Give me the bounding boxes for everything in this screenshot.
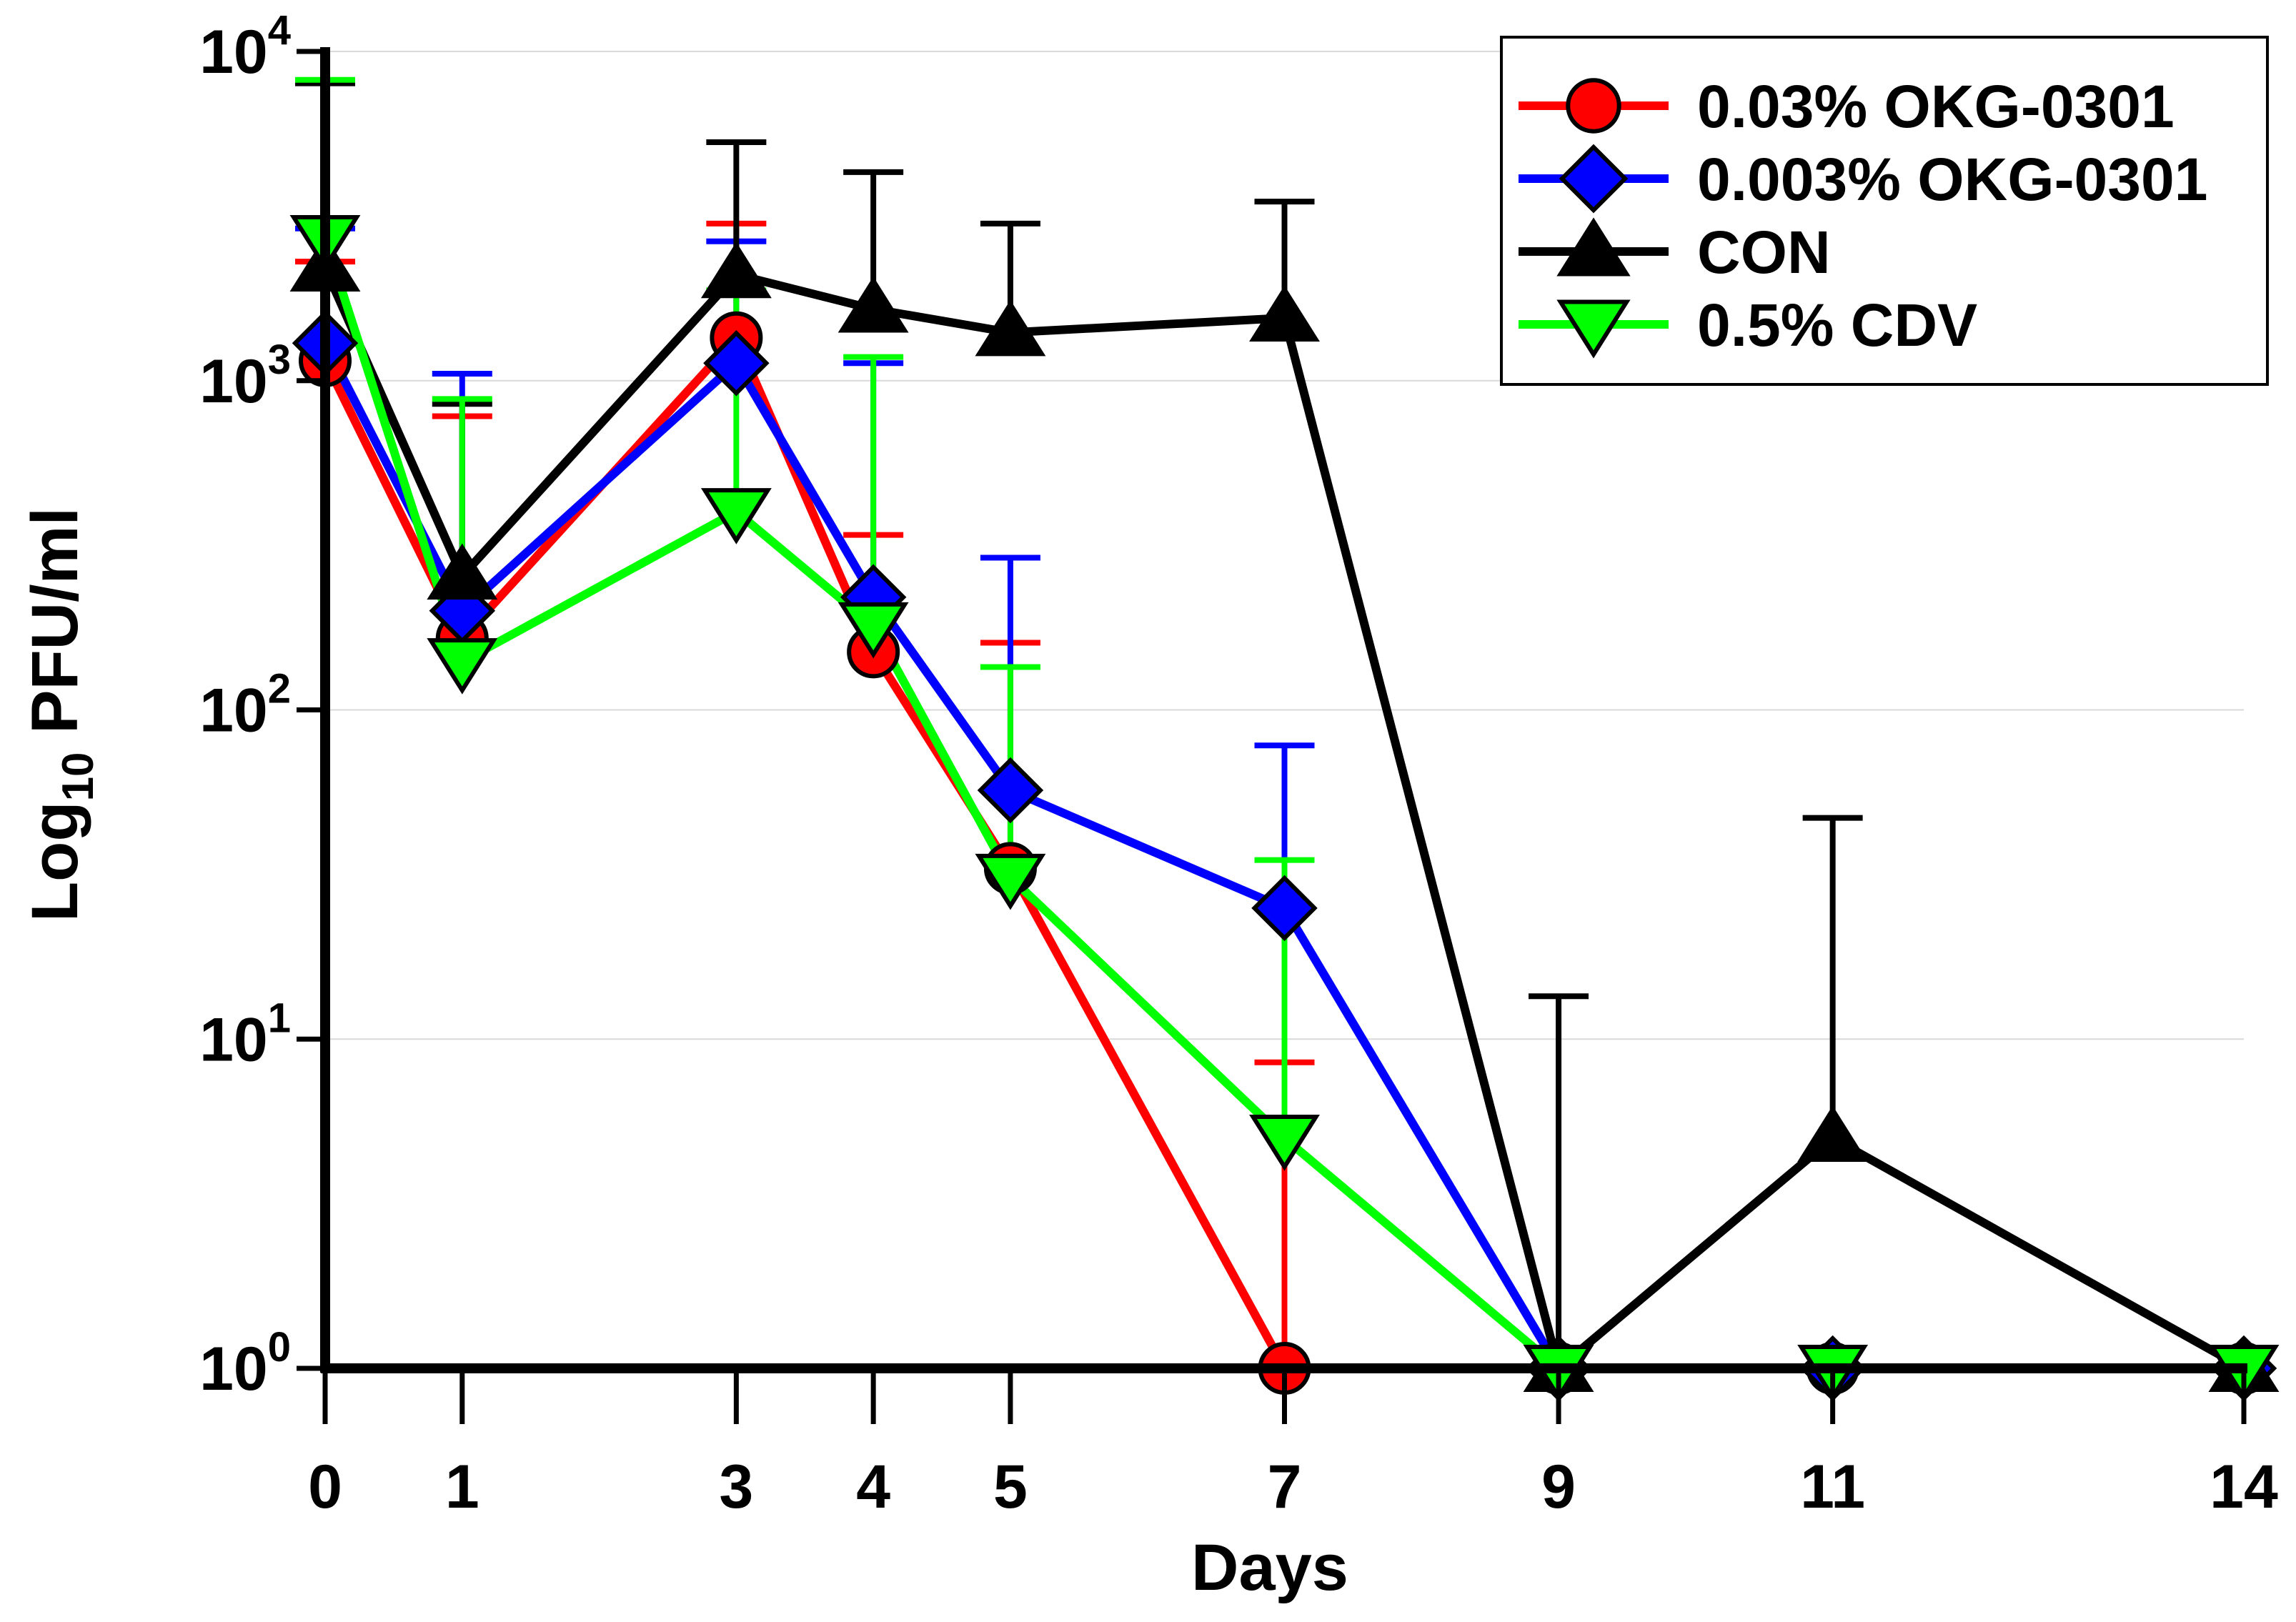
x-tick-label: 5	[993, 1453, 1028, 1521]
y-tick-label-exp: 2	[268, 666, 291, 712]
x-tick-label: 0	[308, 1453, 342, 1521]
data-point-diamond	[1251, 875, 1318, 942]
y-tick-label-exp: 0	[268, 1324, 291, 1370]
x-axis-title: Days	[1191, 1531, 1348, 1604]
data-point-triangle-down	[427, 638, 498, 695]
legend-item: 0.003% OKG-0301	[1519, 144, 2207, 214]
data-point-triangle-down	[1556, 299, 1631, 359]
x-tick-label: 7	[1268, 1453, 1302, 1521]
legend-item: 0.03% OKG-0301	[1519, 73, 2175, 140]
data-point-triangle-down	[700, 488, 772, 544]
y-tick-label-exp: 4	[268, 7, 291, 54]
y-tick-label-base: 10	[199, 677, 268, 745]
y-tick-label: 100	[199, 1324, 291, 1403]
y-axis-title-base: Log	[19, 801, 91, 922]
y-tick-label-base: 10	[199, 18, 268, 86]
y-tick-label-base: 10	[199, 1005, 268, 1074]
y-tick-label-exp: 1	[268, 995, 291, 1041]
data-point-triangle-up	[427, 543, 498, 600]
data-point-triangle-up	[975, 299, 1046, 357]
x-tick-label: 11	[1800, 1453, 1865, 1521]
y-axis-title: Log10 PFU/ml	[19, 507, 103, 922]
legend-label: 0.03% OKG-0301	[1697, 73, 2175, 140]
y-tick-label-exp: 3	[268, 337, 291, 383]
x-tick-label: 3	[719, 1453, 753, 1521]
data-point-triangle-up	[700, 242, 772, 299]
data-point-triangle-down	[975, 853, 1046, 910]
y-tick-label: 104	[199, 7, 291, 86]
y-tick-label: 103	[199, 337, 291, 416]
data-point-circle	[1566, 78, 1621, 134]
y-tick-label-base: 10	[199, 1335, 268, 1403]
data-point-triangle-down	[838, 602, 909, 659]
data-point-triangle-down	[1249, 1114, 1320, 1171]
data-point-diamond	[977, 757, 1044, 824]
x-tick-label: 9	[1541, 1453, 1576, 1521]
legend-item: CON	[1519, 217, 1831, 286]
legend-label: 0.003% OKG-0301	[1697, 146, 2207, 213]
data-point-triangle-up	[1556, 217, 1631, 277]
series-0	[295, 220, 2244, 1373]
data-point-diamond	[1559, 144, 1629, 214]
x-tick-label: 4	[856, 1453, 890, 1521]
data-point-triangle-up	[1797, 1105, 1869, 1162]
legend-label: 0.5% CDV	[1697, 292, 1977, 359]
x-tick-label: 14	[2210, 1453, 2278, 1521]
x-tick-label: 1	[445, 1453, 479, 1521]
data-point-diamond	[703, 330, 770, 397]
y-axis-title-sub: 10	[54, 752, 103, 801]
y-tick-label: 101	[199, 995, 291, 1074]
axes	[297, 47, 2247, 1424]
data-point-triangle-up	[838, 276, 909, 333]
y-tick-label: 102	[199, 666, 291, 745]
y-tick-label-base: 10	[199, 347, 268, 416]
data-point-triangle-up	[1249, 285, 1320, 342]
legend-item: 0.5% CDV	[1519, 292, 1977, 359]
y-axis-title-rest: PFU/ml	[19, 507, 91, 752]
legend-label: CON	[1697, 219, 1831, 286]
series-1	[295, 225, 2244, 1373]
